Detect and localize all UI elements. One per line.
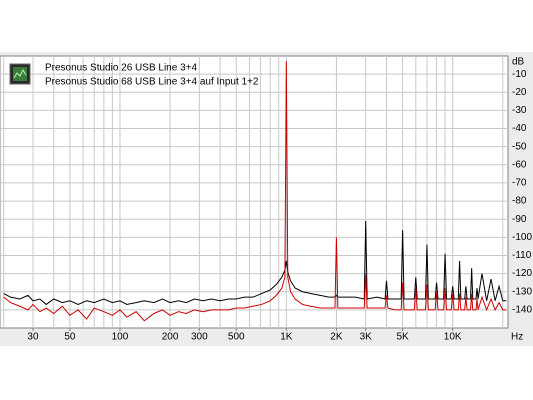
- x-tick-label: 300: [191, 332, 208, 343]
- x-tick-label: 2K: [330, 332, 343, 343]
- lines: [3, 61, 507, 322]
- y-tick-label: -10: [512, 69, 527, 80]
- y-tick-label: -140: [512, 305, 532, 316]
- series-line: [3, 221, 507, 306]
- legend-entry: Presonus Studio 68 USB Line 3+4 auf Inpu…: [45, 77, 259, 88]
- legend-entry: Presonus Studio 26 USB Line 3+4: [45, 63, 197, 74]
- y-tick-label: -110: [512, 250, 532, 261]
- y-tick-label: -70: [512, 178, 527, 189]
- x-tick-label: 1K: [280, 332, 293, 343]
- y-tick-label: -120: [512, 268, 532, 279]
- x-tick-label: 30: [27, 332, 39, 343]
- legend: Presonus Studio 26 USB Line 3+4 Presonus …: [9, 63, 259, 88]
- y-tick-label: -80: [512, 196, 527, 207]
- x-tick-label: 500: [228, 332, 245, 343]
- x-tick-label: 100: [112, 332, 129, 343]
- x-axis-label: Hz: [511, 332, 523, 343]
- x-tick-label: 50: [64, 332, 76, 343]
- y-tick-label: -50: [512, 141, 527, 152]
- x-tick-label: 3K: [360, 332, 373, 343]
- y-tick-label: -90: [512, 214, 527, 225]
- y-tick-label: -130: [512, 286, 532, 297]
- series-line: [3, 61, 507, 322]
- x-tick-label: 5K: [397, 332, 410, 343]
- y-tick-label: -30: [512, 105, 527, 116]
- y-axis-label: dB: [512, 57, 525, 68]
- legend-icon-trace: [13, 68, 27, 79]
- x-tick-label: 10K: [444, 332, 462, 343]
- y-tick-label: -100: [512, 232, 532, 243]
- plot-area: [0, 55, 509, 329]
- y-tick-label: -20: [512, 87, 527, 98]
- y-tick-label: -60: [512, 159, 527, 170]
- y-tick-label: -40: [512, 123, 527, 134]
- x-tick-label: 200: [162, 332, 179, 343]
